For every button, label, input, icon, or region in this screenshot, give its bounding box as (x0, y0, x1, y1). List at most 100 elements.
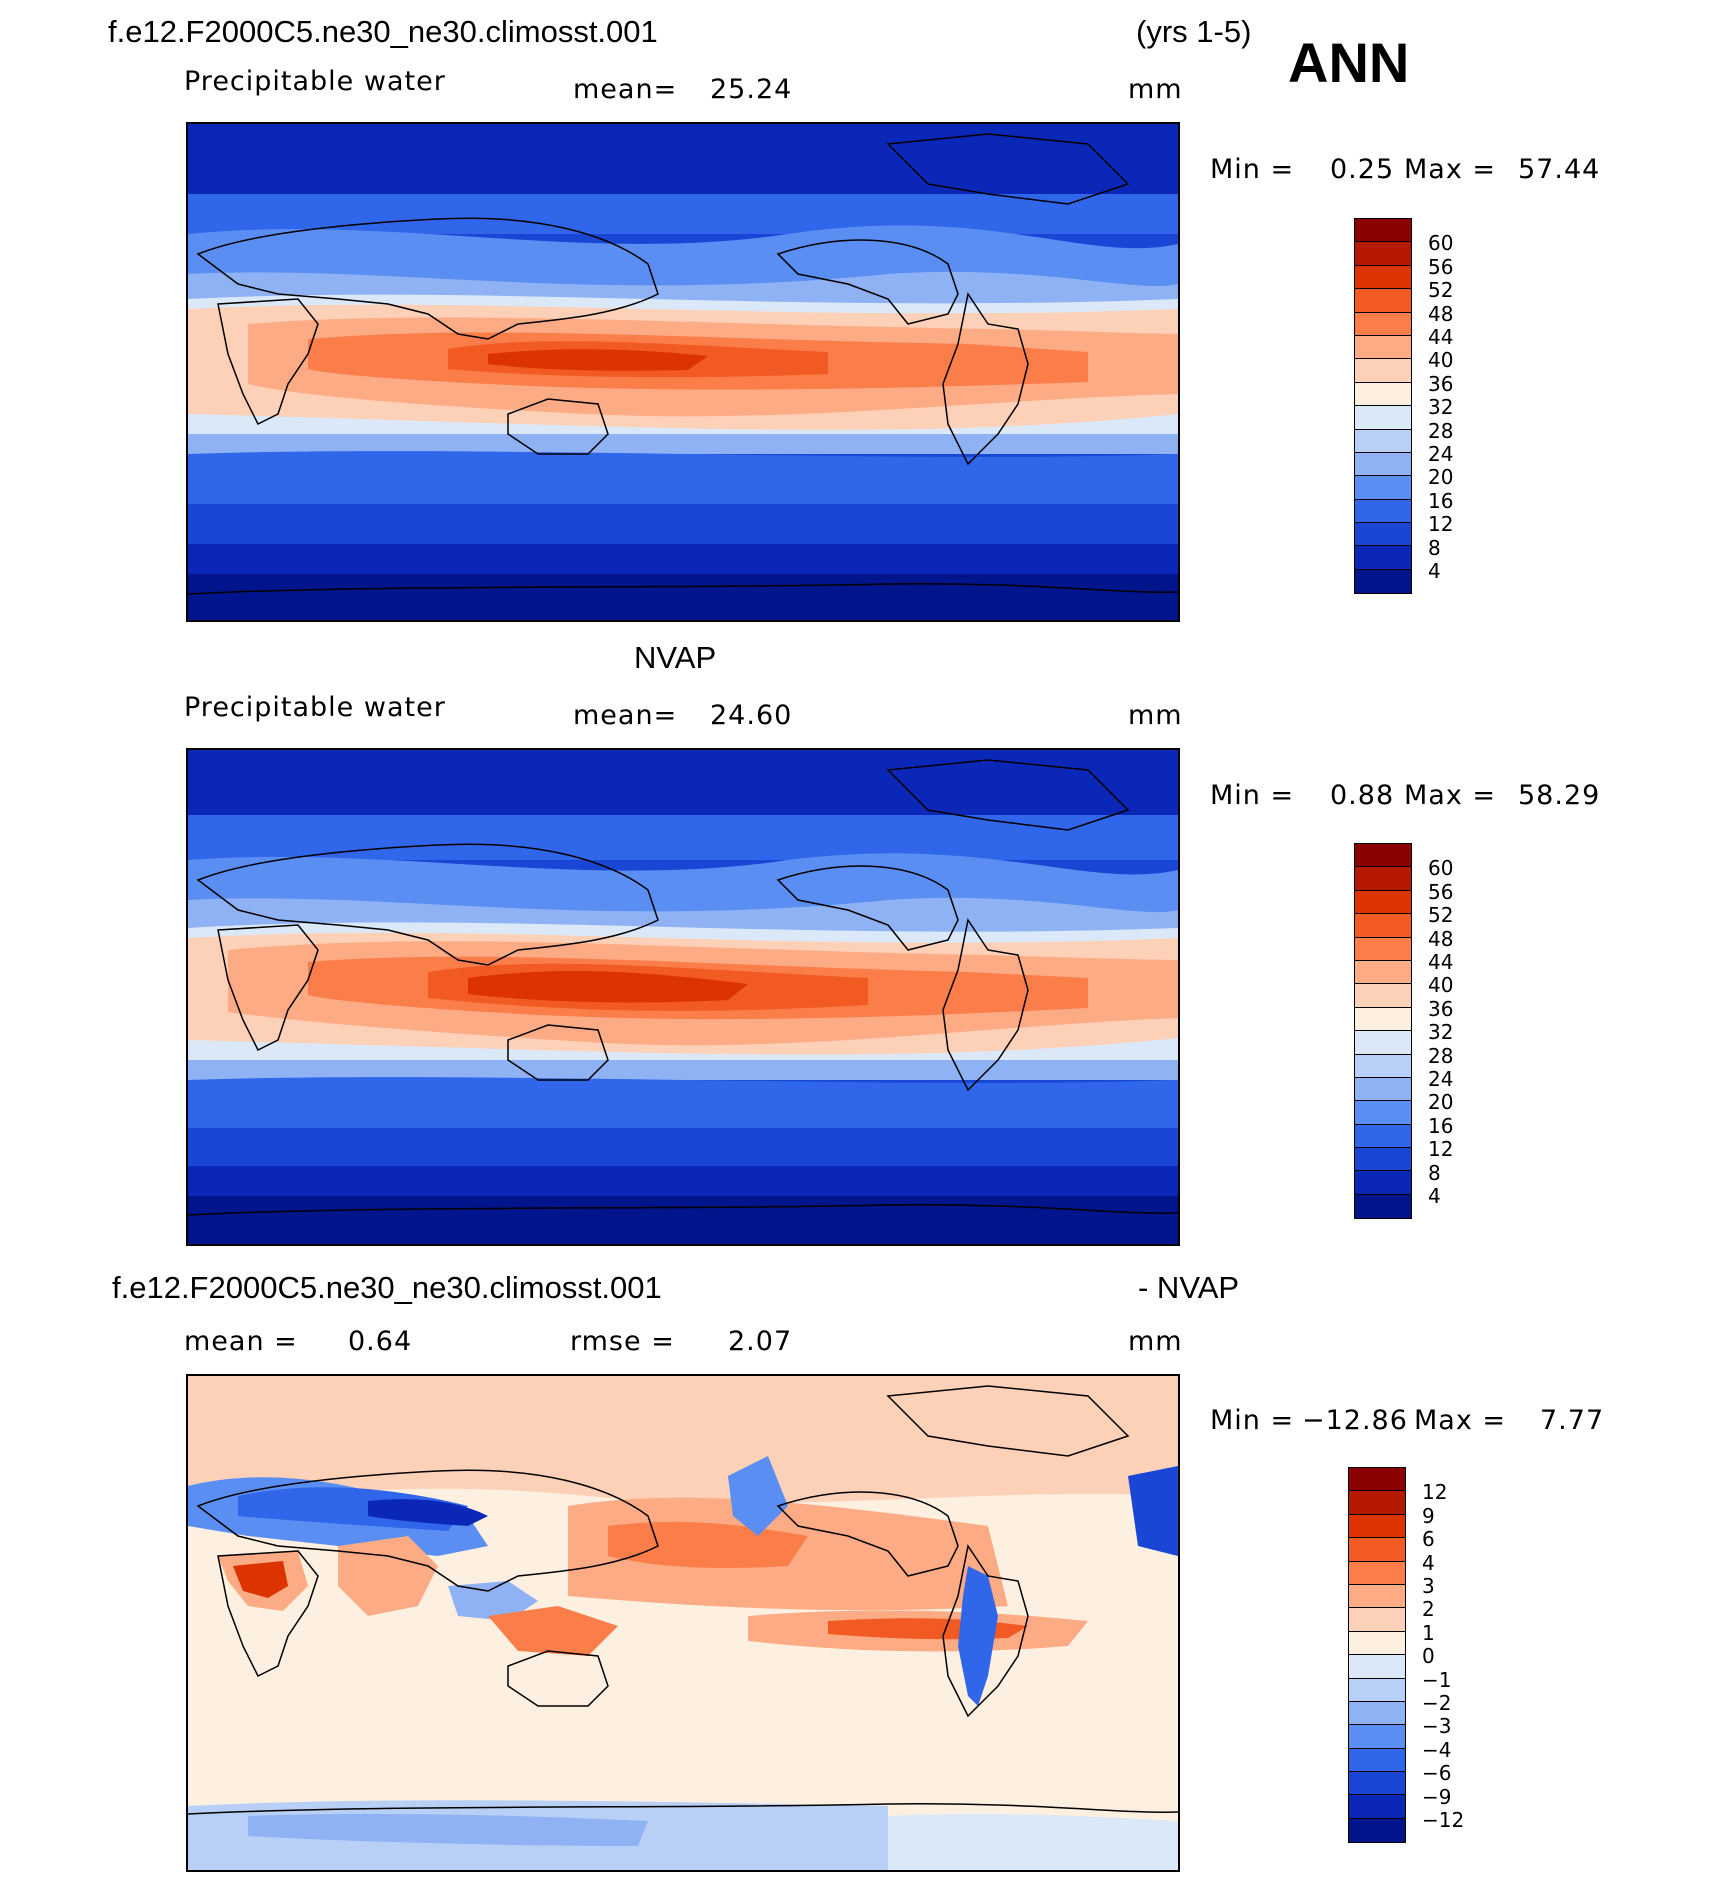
panel3-min-value: −12.86 (1302, 1405, 1408, 1436)
panel2-min-value: 0.88 (1330, 780, 1395, 811)
colorbar-swatch (1355, 429, 1411, 453)
colorbar-swatch (1349, 1795, 1405, 1819)
panel1-variable: Precipitable water (184, 66, 446, 97)
colorbar-tick-label: 1 (1422, 1620, 1435, 1645)
colorbar-tick-label: 12 (1422, 1480, 1448, 1505)
colorbar-tick-label: −4 (1422, 1737, 1452, 1762)
panel1-units: mm (1128, 74, 1183, 105)
colorbar-tick-label: 8 (1428, 535, 1441, 560)
colorbar-swatch (1355, 960, 1411, 985)
panel1-mean-value: 25.24 (710, 74, 793, 105)
panel3-min-label: Min = (1210, 1405, 1295, 1436)
colorbar-swatch (1355, 1054, 1411, 1078)
colorbar-tick-label: 48 (1428, 926, 1454, 951)
colorbar-swatch (1349, 1631, 1405, 1656)
colorbar-swatch (1349, 1678, 1405, 1702)
colorbar-tick-label: 12 (1428, 512, 1454, 537)
colorbar-swatch (1355, 289, 1411, 313)
colorbar-tick-label: 32 (1428, 395, 1454, 420)
colorbar-tick-label: 60 (1428, 856, 1454, 881)
colorbar-swatch (1355, 499, 1411, 524)
panel1-min-label: Min = (1210, 154, 1295, 185)
panel1-mean-label: mean= (573, 74, 678, 105)
panel2-mean-value: 24.60 (710, 700, 793, 731)
colorbar-swatch (1349, 1468, 1405, 1492)
colorbar-swatch (1355, 382, 1411, 407)
case-title: f.e12.F2000C5.ne30_ne30.climosst.001 (108, 14, 658, 49)
panel3-units: mm (1128, 1326, 1183, 1357)
colorbar-swatch (1355, 890, 1411, 915)
colorbar-tick-label: 36 (1428, 996, 1454, 1021)
colorbar-tick-label: 48 (1428, 301, 1454, 326)
colorbar-tick-label: 12 (1428, 1137, 1454, 1162)
panel3-colorbar (1348, 1467, 1406, 1844)
colorbar-swatch (1355, 452, 1411, 477)
colorbar-swatch (1355, 242, 1411, 266)
colorbar-tick-label: 24 (1428, 442, 1454, 466)
colorbar-swatch (1355, 406, 1411, 430)
panel1-max-value: 57.44 (1518, 154, 1601, 185)
colorbar-tick-label: 44 (1428, 325, 1454, 349)
colorbar-swatch (1355, 523, 1411, 547)
colorbar-swatch (1349, 1538, 1405, 1562)
colorbar-swatch (1349, 1725, 1405, 1749)
colorbar-swatch (1355, 1148, 1411, 1172)
colorbar-tick-label: 56 (1428, 254, 1454, 279)
colorbar-tick-label: −12 (1422, 1808, 1465, 1832)
panel1-colorbar (1354, 218, 1412, 595)
colorbar-tick-label: 8 (1428, 1160, 1441, 1185)
colorbar-tick-label: 56 (1428, 879, 1454, 904)
colorbar-tick-label: 20 (1428, 465, 1454, 490)
colorbar-swatch (1355, 1077, 1411, 1102)
colorbar-tick-label: 20 (1428, 1090, 1454, 1115)
panel2-colorbar (1354, 843, 1412, 1220)
colorbar-swatch (1355, 265, 1411, 290)
panel2-map (186, 748, 1180, 1246)
colorbar-swatch (1355, 476, 1411, 500)
colorbar-tick-label: 44 (1428, 950, 1454, 974)
colorbar-tick-label: −1 (1422, 1667, 1452, 1692)
colorbar-swatch (1355, 312, 1411, 336)
colorbar-tick-label: 40 (1428, 973, 1454, 998)
colorbar-swatch (1349, 1701, 1405, 1726)
colorbar-swatch (1355, 1031, 1411, 1055)
panel3-rmse-label: rmse = (570, 1326, 675, 1357)
panel3-mean-label: mean = (184, 1326, 298, 1357)
colorbar-tick-label: 0 (1422, 1644, 1435, 1669)
colorbar-swatch (1349, 1748, 1405, 1773)
colorbar-swatch (1355, 546, 1411, 570)
colorbar-swatch (1349, 1561, 1405, 1585)
colorbar-tick-label: 6 (1422, 1527, 1435, 1552)
colorbar-tick-label: 32 (1428, 1020, 1454, 1045)
colorbar-swatch (1355, 937, 1411, 961)
colorbar-tick-label: 60 (1428, 231, 1454, 256)
panel2-units: mm (1128, 700, 1183, 731)
colorbar-tick-label: 52 (1428, 903, 1454, 928)
colorbar-tick-label: −6 (1422, 1761, 1452, 1786)
colorbar-swatch (1355, 867, 1411, 891)
colorbar-swatch (1355, 359, 1411, 383)
colorbar-swatch (1355, 844, 1411, 868)
colorbar-tick-label: −9 (1422, 1784, 1452, 1809)
colorbar-tick-label: 2 (1422, 1597, 1435, 1622)
colorbar-swatch (1349, 1772, 1405, 1796)
panel2-max-label: Max = (1404, 780, 1497, 811)
colorbar-swatch (1349, 1584, 1405, 1609)
colorbar-swatch (1355, 219, 1411, 243)
panel3-title-right: - NVAP (1138, 1270, 1240, 1305)
colorbar-tick-label: 4 (1428, 559, 1441, 583)
panel3-map (186, 1374, 1180, 1872)
colorbar-tick-label: 16 (1428, 1113, 1454, 1138)
panel1-max-label: Max = (1404, 154, 1497, 185)
panel2-mean-label: mean= (573, 700, 678, 731)
colorbar-swatch (1349, 1655, 1405, 1679)
colorbar-swatch (1355, 1101, 1411, 1125)
panel3-title-left: f.e12.F2000C5.ne30_ne30.climosst.001 (112, 1270, 662, 1305)
colorbar-swatch (1355, 1171, 1411, 1195)
colorbar-swatch (1355, 335, 1411, 360)
colorbar-swatch (1349, 1491, 1405, 1515)
panel3-rmse-value: 2.07 (728, 1326, 793, 1357)
colorbar-swatch (1349, 1514, 1405, 1539)
colorbar-swatch (1355, 1194, 1411, 1219)
panel2-variable: Precipitable water (184, 692, 446, 723)
